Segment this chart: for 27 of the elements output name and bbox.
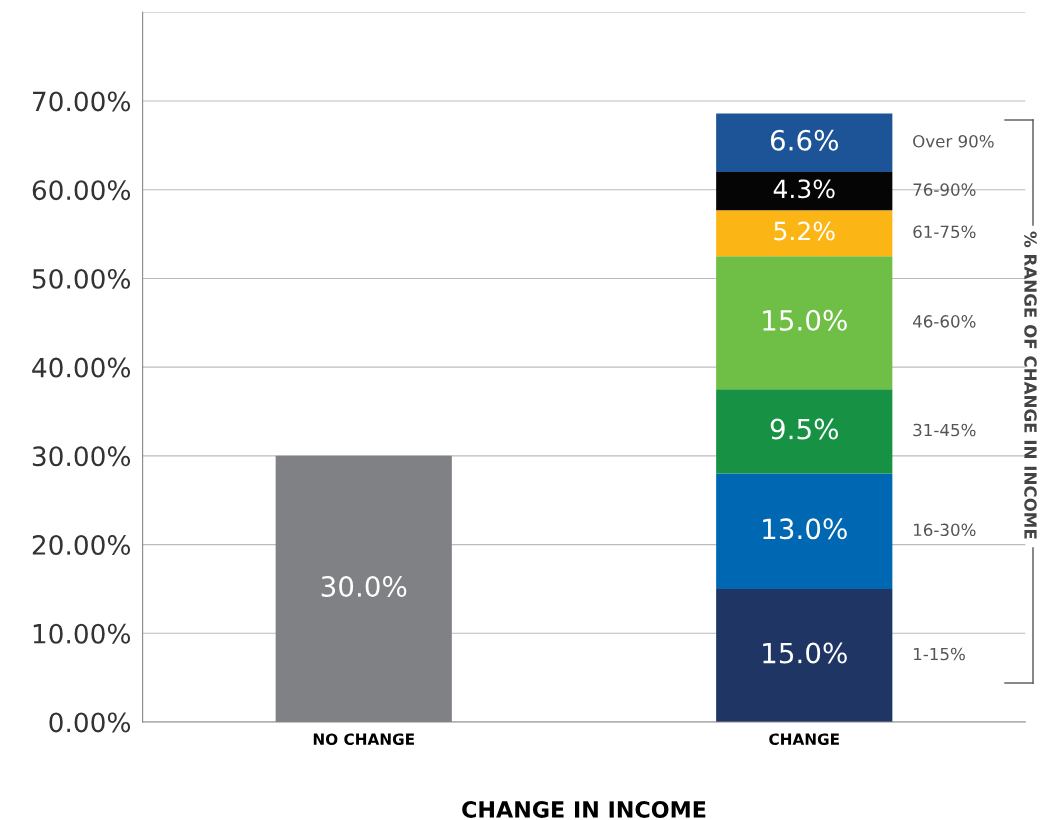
data-label: 4.3% [773,179,835,199]
series-label: 31-45% [913,423,976,437]
legend-title: % RANGE OF CHANGE IN INCOME [1024,231,1037,539]
data-label: 5.2% [774,221,835,241]
y-tick-label: 40.00% [32,357,131,378]
data-label: 6.6% [770,129,839,151]
y-tick-label: 10.00% [33,623,131,644]
series-label: 61-75% [913,225,976,239]
series-label: 76-90% [913,183,976,196]
data-label: 15.0% [763,642,847,664]
data-label: 13.0% [763,518,847,540]
x-tick-label: CHANGE [769,733,839,745]
y-tick-label: 70.00% [33,91,131,112]
series-label: Over 90% [913,134,994,148]
x-tick-label: NO CHANGE [313,733,414,745]
series-label: 1-15% [914,647,965,661]
y-tick-label: 30.00% [32,446,131,467]
y-tick-label: 60.00% [32,180,131,201]
x-axis-title: CHANGE IN INCOME [462,801,706,818]
y-tick-label: 20.00% [32,535,131,555]
series-label: 46-60% [912,315,976,328]
data-label: 30.0% [321,575,407,597]
y-tick-label: 0.00% [49,712,131,733]
series-label: 16-30% [914,523,976,537]
data-label: 9.5% [770,418,839,440]
data-label: 15.0% [763,309,847,331]
y-tick-label: 50.00% [32,268,131,289]
